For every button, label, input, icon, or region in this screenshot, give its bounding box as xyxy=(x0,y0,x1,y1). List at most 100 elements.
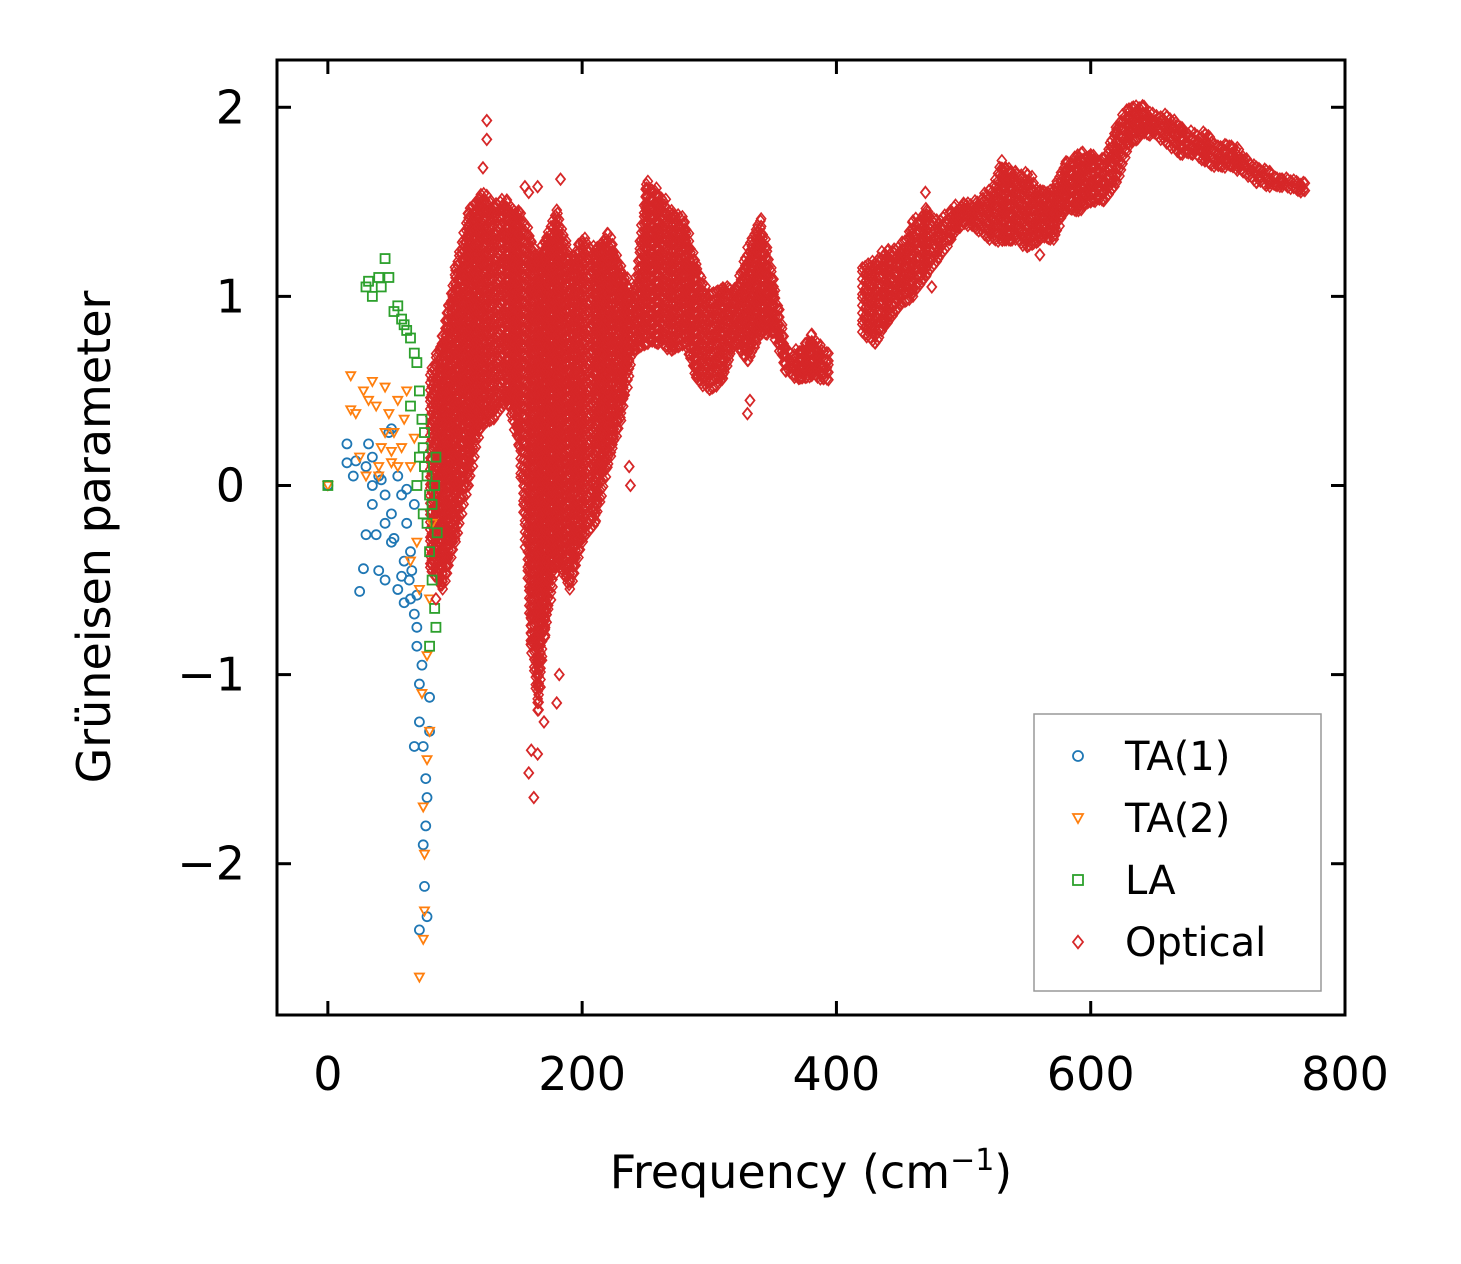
optical-band-marker xyxy=(453,475,465,489)
optical-band-marker xyxy=(464,461,476,476)
optical-band-marker xyxy=(546,289,559,304)
optical-band-marker xyxy=(546,421,559,436)
optical-band-marker xyxy=(542,598,554,613)
optical-band-marker xyxy=(542,379,554,394)
optical-band-marker xyxy=(467,459,479,474)
optical-band-marker xyxy=(542,300,554,315)
optical-band-marker xyxy=(441,566,453,581)
optical-band-marker xyxy=(449,294,461,309)
optical-band-marker xyxy=(539,630,551,645)
optical-band-marker xyxy=(464,442,476,457)
optical-band-marker xyxy=(502,319,514,334)
optical-band-marker xyxy=(473,430,485,445)
optical-band-marker xyxy=(542,590,554,605)
optical-band-marker xyxy=(542,345,554,360)
optical-band-marker xyxy=(546,572,559,587)
optical-band-marker xyxy=(453,395,465,410)
optical-band-marker xyxy=(464,269,476,283)
optical-band-marker xyxy=(542,583,554,598)
optical-band-marker xyxy=(542,432,554,447)
optical-band-marker xyxy=(458,267,470,282)
optical-band-marker xyxy=(470,236,482,251)
optical-band-marker xyxy=(456,506,468,521)
optical-band-marker xyxy=(458,497,470,512)
optical-band-marker xyxy=(502,281,514,296)
optical-band-marker xyxy=(453,448,465,463)
optical-band-marker xyxy=(464,321,476,336)
optical-band-marker xyxy=(534,646,547,661)
optical-band-marker xyxy=(526,235,538,249)
optical-band-marker xyxy=(502,360,514,375)
optical-band-marker xyxy=(502,255,514,270)
optical-band-marker xyxy=(546,579,559,594)
optical-band-marker xyxy=(546,395,559,409)
optical-band-marker xyxy=(502,228,514,243)
optical-band-marker xyxy=(502,221,514,236)
optical-band-marker xyxy=(464,216,476,231)
optical-band-marker xyxy=(534,680,547,695)
optical-band-marker xyxy=(546,342,559,357)
optical-band-marker xyxy=(502,240,514,254)
optical-band-marker xyxy=(542,326,554,341)
optical-band-marker xyxy=(464,336,476,351)
optical-band-marker xyxy=(464,363,476,378)
optical-band-marker xyxy=(532,703,544,718)
optical-band-marker xyxy=(460,487,472,502)
optical-band-marker xyxy=(542,458,554,473)
optical-band-marker xyxy=(532,684,544,699)
optical-band-marker xyxy=(502,213,514,228)
optical-band-marker xyxy=(542,511,554,526)
optical-band-marker xyxy=(470,402,482,417)
optical-band-marker xyxy=(470,428,482,443)
optical-band-marker xyxy=(502,372,514,386)
optical-band-marker xyxy=(445,550,457,565)
optical-band-marker xyxy=(464,329,476,344)
optical-band-marker xyxy=(449,460,461,475)
optical-band-marker xyxy=(453,508,465,523)
optical-band-marker xyxy=(470,440,482,455)
optical-band-marker xyxy=(449,320,461,335)
optical-band-marker xyxy=(502,274,514,288)
optical-band-marker xyxy=(453,422,465,437)
optical-band-marker xyxy=(534,661,547,676)
optical-band-marker xyxy=(464,374,476,389)
optical-band-marker xyxy=(464,276,476,291)
optical-band-marker xyxy=(534,653,547,668)
optical-band-marker xyxy=(464,310,476,325)
optical-band-marker xyxy=(449,260,461,275)
optical-band-marker xyxy=(502,266,514,281)
optical-band-marker xyxy=(464,408,476,423)
optical-band-marker xyxy=(542,372,554,387)
optical-band-marker xyxy=(458,346,470,361)
optical-band-marker xyxy=(464,389,476,404)
optical-band-marker xyxy=(502,247,514,262)
optical-band-marker xyxy=(458,372,470,387)
optical-band-marker xyxy=(539,603,551,618)
optical-band-marker xyxy=(502,334,514,349)
optical-band-marker xyxy=(464,453,476,468)
optical-band-marker xyxy=(542,274,554,288)
optical-band-marker xyxy=(502,353,514,368)
optical-band-marker xyxy=(468,449,480,464)
optical-band-marker xyxy=(470,210,482,224)
optical-band-marker xyxy=(502,398,514,413)
optical-band-marker xyxy=(464,468,476,483)
optical-band-marker xyxy=(464,382,476,397)
optical-band-marker xyxy=(541,615,553,630)
optical-band-marker xyxy=(534,672,547,687)
optical-band-marker xyxy=(453,516,465,531)
optical-band-marker xyxy=(458,452,470,466)
optical-band-marker xyxy=(452,526,464,540)
optical-band-marker xyxy=(545,593,557,607)
optical-band-marker xyxy=(542,440,554,454)
optical-band-marker xyxy=(546,368,559,383)
optical-band-marker xyxy=(453,501,465,516)
optical-band-marker xyxy=(546,315,559,330)
optical-band-marker xyxy=(542,492,554,507)
optical-band-marker xyxy=(445,543,457,557)
optical-band-marker xyxy=(464,355,476,370)
optical-band-marker xyxy=(439,574,451,588)
optical-band-marker xyxy=(502,300,514,315)
optical-band-marker xyxy=(464,435,476,449)
